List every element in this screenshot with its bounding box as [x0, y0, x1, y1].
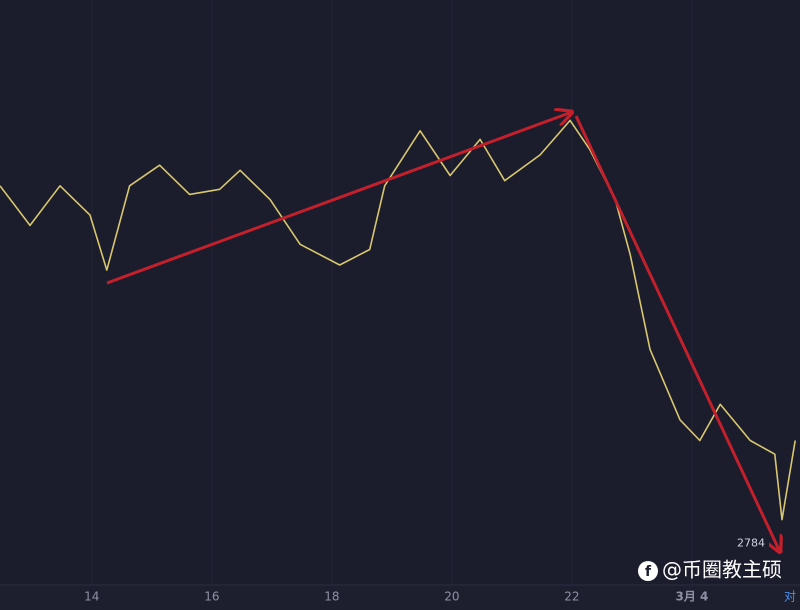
plot-area — [0, 0, 800, 585]
price-line — [0, 119, 796, 521]
x-tick-label: 3月 4 — [676, 590, 709, 604]
watermark: @币圈教主硕 — [662, 558, 782, 582]
x-tick-label: 20 — [444, 590, 459, 604]
watermark-icon-letter: f — [645, 564, 652, 580]
x-axis-bar — [0, 585, 800, 610]
x-tick-label: 22 — [564, 590, 579, 604]
x-tick-label: 14 — [84, 590, 99, 604]
price-tag-bg — [733, 535, 769, 552]
log-toggle[interactable]: 对 — [784, 590, 796, 604]
x-tick-label: 16 — [204, 590, 219, 604]
x-tick-label: 18 — [324, 590, 339, 604]
trend-arrow-down — [574, 115, 780, 552]
price-tag: 2784 — [737, 537, 765, 550]
trend-arrow-up — [106, 112, 572, 285]
watermark-icon — [638, 561, 658, 581]
